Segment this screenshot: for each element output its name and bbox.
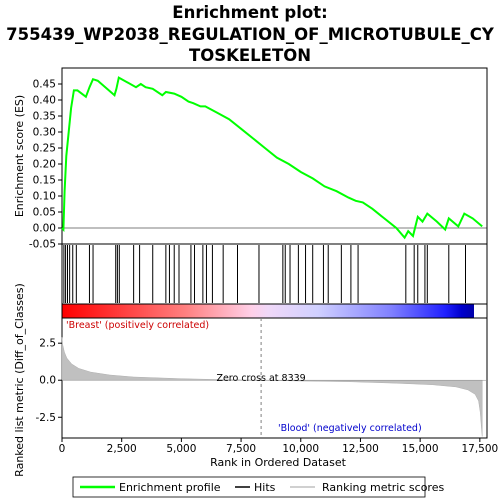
ranking-panel: -2.5 0.0 2.5 0 2,500 5,000 7,500 10,000 12,500 1…	[13, 283, 498, 477]
es-profile-line	[61, 76, 483, 240]
legend-label-enrichment-profile: Enrichment profile	[119, 481, 221, 494]
es-y-tick-label: 0.00	[33, 223, 56, 235]
es-y-tick-label: 0.40	[33, 95, 56, 107]
x-tick-label: 10,000	[282, 443, 319, 455]
x-axis-label: Rank in Ordered Dataset	[210, 456, 347, 469]
legend: Enrichment profile Hits Ranking metric s…	[72, 476, 444, 498]
x-tick-label: 7,500	[226, 443, 256, 455]
rank-color-bar	[62, 304, 474, 318]
ranking-y-tick-label: 2.5	[39, 338, 56, 350]
x-tick-label: 0	[59, 443, 66, 455]
es-y-tick-label: 0.05	[33, 207, 56, 219]
ranking-metric-area	[61, 337, 483, 437]
es-y-tick-label: 0.10	[33, 191, 56, 203]
legend-label-ranking-metric: Ranking metric scores	[322, 481, 444, 494]
chart-title-line-1: Enrichment plot:	[172, 3, 327, 22]
es-y-tick-label: 0.30	[33, 127, 56, 139]
es-y-tick-label: 0.25	[33, 143, 56, 155]
x-tick-label: 12,500	[342, 443, 379, 455]
ranking-y-tick-label: -2.5	[36, 412, 57, 424]
es-y-tick-label: 0.35	[33, 111, 56, 123]
chart-title-line-3: TOSKELETON	[189, 46, 311, 65]
x-tick-label: 17,500	[461, 443, 498, 455]
hits-panel-frame	[61, 243, 488, 305]
legend-label-hits: Hits	[254, 481, 276, 494]
ranking-y-ticks: -2.5 0.0 2.5	[36, 338, 62, 424]
ranking-y-tick-label: 0.0	[39, 375, 56, 387]
positive-class-label: 'Breast' (positively correlated)	[66, 320, 209, 331]
x-tick-label: 5,000	[166, 443, 196, 455]
chart-title-line-2: 755439_WP2038_REGULATION_OF_MICROTUBULE_…	[6, 25, 495, 44]
es-panel: -0.05 0.00 0.05 0.10 0.15 0.20 0.25 0.30 0.35 0.4…	[13, 67, 488, 251]
ranking-x-ticks: 0 2,500 5,000 7,500 10,000 12,500 15,000 17,500	[59, 438, 498, 455]
es-y-axis-label: Enrichment score (ES)	[13, 95, 26, 217]
es-y-tick-label: 0.45	[33, 79, 56, 91]
es-y-tick-label: 0.15	[33, 175, 56, 187]
ranking-y-axis-label: Ranked list metric (Diff_of_Classes)	[13, 283, 26, 477]
es-y-tick-label: -0.05	[29, 239, 56, 251]
hit-markers	[63, 245, 467, 303]
x-tick-label: 2,500	[107, 443, 137, 455]
hits-panel	[61, 243, 488, 305]
es-y-tick-label: 0.20	[33, 159, 56, 171]
x-tick-label: 15,000	[402, 443, 439, 455]
zero-cross-label: Zero cross at 8339	[216, 373, 305, 384]
es-y-ticks: -0.05 0.00 0.05 0.10 0.15 0.20 0.25 0.30 0.35 0.4…	[29, 79, 62, 251]
negative-class-label: 'Blood' (negatively correlated)	[278, 423, 422, 434]
